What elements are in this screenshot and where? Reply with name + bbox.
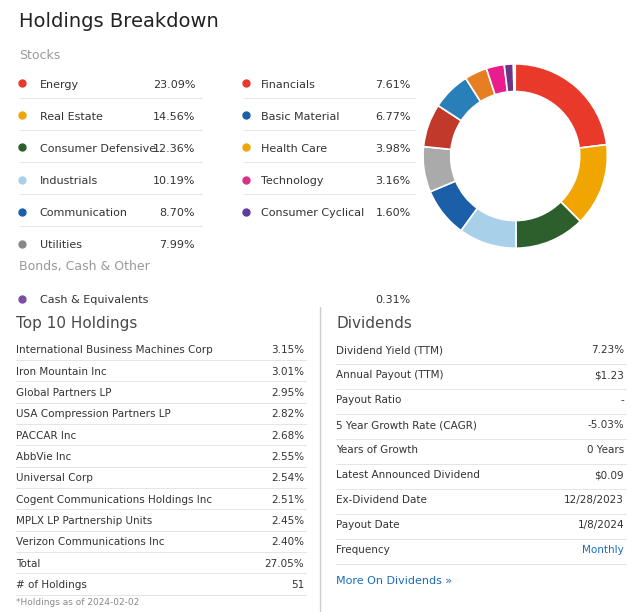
Text: Utilities: Utilities [40, 241, 82, 250]
Text: 23.09%: 23.09% [153, 80, 195, 89]
Text: 12/28/2023: 12/28/2023 [564, 495, 624, 506]
Text: -: - [620, 395, 624, 405]
Text: Energy: Energy [40, 80, 79, 89]
Text: # of Holdings: # of Holdings [16, 580, 87, 590]
Text: 2.40%: 2.40% [271, 537, 304, 547]
Text: 2.54%: 2.54% [271, 473, 304, 483]
Wedge shape [466, 69, 495, 102]
Text: 0 Years: 0 Years [587, 446, 624, 455]
Wedge shape [438, 78, 481, 121]
Text: Dividend Yield (TTM): Dividend Yield (TTM) [336, 345, 443, 356]
Text: 27.05%: 27.05% [264, 559, 304, 569]
Wedge shape [515, 64, 607, 148]
Text: 1/8/2024: 1/8/2024 [577, 520, 624, 530]
Text: 1.60%: 1.60% [376, 208, 411, 218]
Wedge shape [461, 208, 516, 248]
Text: Real Estate: Real Estate [40, 111, 102, 122]
Text: 2.55%: 2.55% [271, 452, 304, 462]
Text: Payout Ratio: Payout Ratio [336, 395, 401, 405]
Text: Health Care: Health Care [261, 144, 327, 154]
Text: 51: 51 [291, 580, 304, 590]
Text: 5 Year Growth Rate (CAGR): 5 Year Growth Rate (CAGR) [336, 420, 477, 430]
Wedge shape [513, 64, 515, 92]
Text: Consumer Defensive: Consumer Defensive [40, 144, 156, 154]
Text: Cogent Communications Holdings Inc: Cogent Communications Holdings Inc [16, 494, 212, 505]
Wedge shape [561, 144, 607, 222]
Text: USA Compression Partners LP: USA Compression Partners LP [16, 409, 171, 419]
Text: Payout Date: Payout Date [336, 520, 399, 530]
Text: Annual Payout (TTM): Annual Payout (TTM) [336, 370, 444, 380]
Wedge shape [504, 64, 514, 92]
Text: Basic Material: Basic Material [261, 111, 340, 122]
Text: Dividends: Dividends [336, 316, 412, 331]
Text: AbbVie Inc: AbbVie Inc [16, 452, 71, 462]
Text: $0.09: $0.09 [595, 470, 624, 480]
Text: MPLX LP Partnership Units: MPLX LP Partnership Units [16, 516, 152, 526]
Text: Cash & Equivalents: Cash & Equivalents [40, 296, 148, 305]
Wedge shape [516, 202, 580, 248]
Text: $1.23: $1.23 [594, 370, 624, 380]
Text: 0.31%: 0.31% [376, 296, 411, 305]
Text: 3.16%: 3.16% [376, 176, 411, 186]
Text: PACCAR Inc: PACCAR Inc [16, 431, 76, 441]
Text: Stocks: Stocks [19, 49, 60, 62]
Text: -5.03%: -5.03% [588, 420, 624, 430]
Text: Iron Mountain Inc: Iron Mountain Inc [16, 367, 107, 376]
Text: Ex-Dividend Date: Ex-Dividend Date [336, 495, 427, 506]
Text: 14.56%: 14.56% [153, 111, 195, 122]
Text: Bonds, Cash & Other: Bonds, Cash & Other [19, 260, 150, 273]
Text: 8.70%: 8.70% [160, 208, 195, 218]
Text: Technology: Technology [261, 176, 324, 186]
Text: 2.68%: 2.68% [271, 431, 304, 441]
Text: Consumer Cyclical: Consumer Cyclical [261, 208, 364, 218]
Text: Holdings Breakdown: Holdings Breakdown [19, 12, 219, 31]
Text: Total: Total [16, 559, 40, 569]
Text: Industrials: Industrials [40, 176, 98, 186]
Text: 2.82%: 2.82% [271, 409, 304, 419]
Text: 2.51%: 2.51% [271, 494, 304, 505]
Text: Monthly: Monthly [582, 545, 624, 555]
Text: *Holdings as of 2024-02-02: *Holdings as of 2024-02-02 [16, 599, 140, 607]
Text: More On Dividends »: More On Dividends » [336, 577, 452, 586]
Text: Financials: Financials [261, 80, 316, 89]
Text: 12.36%: 12.36% [153, 144, 195, 154]
Text: Universal Corp: Universal Corp [16, 473, 93, 483]
Text: 3.01%: 3.01% [271, 367, 304, 376]
Text: 2.45%: 2.45% [271, 516, 304, 526]
Text: Latest Announced Dividend: Latest Announced Dividend [336, 470, 480, 480]
Text: 7.23%: 7.23% [591, 345, 624, 356]
Text: 7.99%: 7.99% [159, 241, 195, 250]
Text: 7.61%: 7.61% [376, 80, 411, 89]
Text: Frequency: Frequency [336, 545, 390, 555]
Text: 10.19%: 10.19% [153, 176, 195, 186]
Text: Top 10 Holdings: Top 10 Holdings [16, 316, 138, 331]
Text: Verizon Communications Inc: Verizon Communications Inc [16, 537, 164, 547]
Text: Global Partners LP: Global Partners LP [16, 388, 111, 398]
Text: 6.77%: 6.77% [376, 111, 411, 122]
Text: Communication: Communication [40, 208, 128, 218]
Text: 3.98%: 3.98% [376, 144, 411, 154]
Wedge shape [430, 181, 477, 231]
Text: International Business Machines Corp: International Business Machines Corp [16, 345, 212, 356]
Wedge shape [486, 64, 508, 95]
Text: 3.15%: 3.15% [271, 345, 304, 356]
Wedge shape [424, 105, 461, 149]
Text: Years of Growth: Years of Growth [336, 446, 418, 455]
Wedge shape [423, 146, 456, 192]
Text: 2.95%: 2.95% [271, 388, 304, 398]
